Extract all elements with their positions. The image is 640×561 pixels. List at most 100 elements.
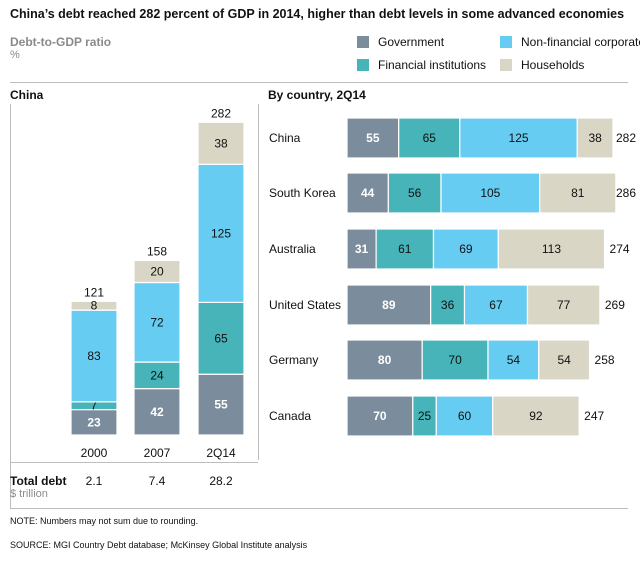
bar-segment-financial-institutions xyxy=(398,117,461,159)
bar-segment-financial-institutions xyxy=(387,172,442,214)
total-debt-unit: $ trillion xyxy=(10,488,48,500)
bar-value-label: 25 xyxy=(418,409,432,423)
x-tick-label: 2Q14 xyxy=(206,446,236,460)
legend-label: Non-financial corporate xyxy=(521,35,640,49)
bar-total-label: 286 xyxy=(616,186,636,200)
bar-segment-non-financial-corporate xyxy=(435,395,494,437)
bar-value-label: 70 xyxy=(373,409,387,423)
bottom-rule xyxy=(10,508,628,509)
bar-value-label: 77 xyxy=(557,298,571,312)
bar-value-label: 60 xyxy=(458,409,472,423)
chart-title: China’s debt reached 282 percent of GDP … xyxy=(10,7,625,21)
bar-total-label: 158 xyxy=(147,244,167,258)
bar-segment-households xyxy=(497,228,606,270)
bar-value-label: 54 xyxy=(557,353,571,367)
bar-segment-households xyxy=(576,117,614,159)
bar-segment-government xyxy=(346,117,400,159)
source-note: SOURCE: MGI Country Debt database; McKin… xyxy=(10,540,308,550)
legend-swatch xyxy=(357,36,369,48)
chart-subtitle: Debt-to-GDP ratio xyxy=(10,35,112,49)
x-tick-label: 2000 xyxy=(81,446,108,460)
bar-segment-non-financial-corporate xyxy=(487,339,540,381)
bar-segment-non-financial-corporate xyxy=(463,284,529,326)
bar-segment-households xyxy=(526,284,601,326)
left-rule xyxy=(10,104,11,508)
bar-total-label: 121 xyxy=(84,285,104,299)
bar-segment-households xyxy=(133,259,181,284)
bar-value-label: 105 xyxy=(480,186,500,200)
bar-value-label: 69 xyxy=(459,242,473,256)
legend-item-households: Households xyxy=(500,58,584,72)
bar-value-label: 56 xyxy=(408,186,422,200)
legend-label: Financial institutions xyxy=(378,58,487,72)
total-rule xyxy=(10,462,258,463)
bar-segment-government xyxy=(346,395,414,437)
bar-value-label: 38 xyxy=(588,131,602,145)
bar-value-label: 54 xyxy=(507,353,521,367)
bar-value-label: 65 xyxy=(214,331,228,345)
country-label: United States xyxy=(269,298,341,312)
bar-value-label: 20 xyxy=(150,264,164,278)
bar-value-label: 38 xyxy=(214,136,228,150)
legend-label: Households xyxy=(521,58,585,72)
top-rule xyxy=(10,82,628,83)
unit-label: % xyxy=(10,49,20,61)
bar-value-label: 125 xyxy=(509,131,529,145)
bar-segment-government xyxy=(346,172,389,214)
country-label: Australia xyxy=(269,242,316,256)
bar-segment-households xyxy=(538,339,591,381)
bar-value-label: 31 xyxy=(355,242,369,256)
panel-title-china: China xyxy=(10,88,44,102)
legend-swatch xyxy=(500,59,512,71)
bar-value-label: 7 xyxy=(91,399,98,413)
bar-total-label: 247 xyxy=(584,409,604,423)
country-label: China xyxy=(269,131,301,145)
bar-segment-non-financial-corporate xyxy=(70,309,118,403)
bar-value-label: 61 xyxy=(398,242,412,256)
total-debt-value: 28.2 xyxy=(209,474,233,488)
country-label: Germany xyxy=(269,353,318,367)
divider-rule xyxy=(258,104,259,460)
bar-value-label: 113 xyxy=(542,242,561,256)
bar-segment-non-financial-corporate xyxy=(440,172,541,214)
bar-value-label: 70 xyxy=(448,353,462,367)
bar-value-label: 72 xyxy=(150,315,164,329)
total-debt-value: 2.1 xyxy=(85,474,103,488)
bar-value-label: 55 xyxy=(214,398,228,412)
bar-segment-financial-institutions xyxy=(133,361,181,390)
country-label: South Korea xyxy=(269,186,336,200)
bar-value-label: 24 xyxy=(150,368,164,382)
legend-item-government: Government xyxy=(357,35,444,49)
bar-segment-financial-institutions xyxy=(375,228,435,270)
bar-value-label: 80 xyxy=(378,353,392,367)
x-tick-label: 2007 xyxy=(144,446,171,460)
bar-value-label: 125 xyxy=(211,226,231,240)
bar-value-label: 67 xyxy=(489,298,503,312)
bar-value-label: 8 xyxy=(91,299,98,313)
footnote: NOTE: Numbers may not sum due to roundin… xyxy=(10,516,199,526)
bar-value-label: 23 xyxy=(87,415,101,429)
bar-segment-households xyxy=(70,300,118,311)
bar-total-label: 282 xyxy=(616,131,636,145)
bar-segment-non-financial-corporate xyxy=(133,281,181,363)
bar-total-label: 258 xyxy=(595,353,615,367)
legend-swatch xyxy=(500,36,512,48)
bar-segment-government xyxy=(346,339,423,381)
bar-value-label: 81 xyxy=(571,186,585,200)
legend-item-financial-institutions: Financial institutions xyxy=(357,58,486,72)
bar-segment-financial-institutions xyxy=(197,301,245,375)
bar-value-label: 55 xyxy=(366,131,380,145)
bar-segment-households xyxy=(492,395,580,437)
bar-segment-non-financial-corporate xyxy=(432,228,499,270)
bar-value-label: 42 xyxy=(150,405,164,419)
bar-segment-households xyxy=(539,172,617,214)
bar-value-label: 44 xyxy=(361,186,375,200)
panel-title-by-country: By country, 2Q14 xyxy=(268,88,366,102)
bar-segment-government xyxy=(346,284,432,326)
bar-value-label: 36 xyxy=(441,298,455,312)
total-debt-label: Total debt xyxy=(10,474,67,488)
legend-label: Government xyxy=(378,35,445,49)
bar-total-label: 269 xyxy=(605,298,625,312)
country-label: Canada xyxy=(269,409,311,423)
